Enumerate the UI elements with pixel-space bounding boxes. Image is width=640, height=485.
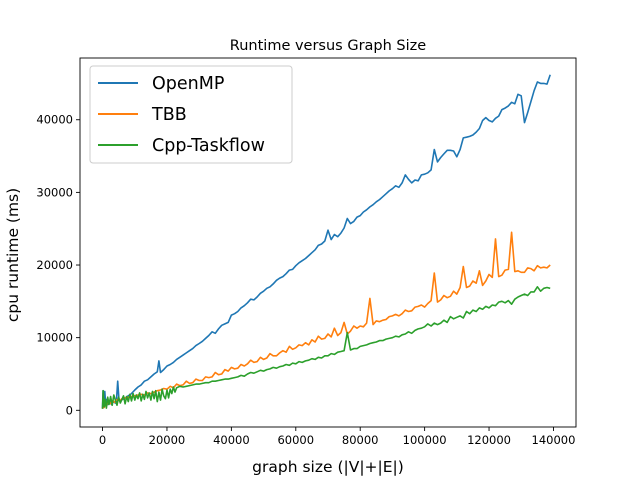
y-axis-label: cpu runtime (ms) <box>4 188 22 322</box>
y-tick-label: 30000 <box>36 185 73 199</box>
y-tick-label: 10000 <box>36 331 73 345</box>
legend-label-cpp-taskflow: Cpp-Taskflow <box>152 136 265 156</box>
y-axis: 0 10000 20000 30000 40000 <box>36 113 80 417</box>
plot-area <box>79 57 577 428</box>
x-tick-label: 40000 <box>213 433 250 447</box>
x-tick-label: 80000 <box>342 433 379 447</box>
series-line-tbb <box>101 231 551 409</box>
x-tick-label: 120000 <box>467 433 511 447</box>
x-tick-label: 0 <box>99 433 106 447</box>
x-tick-label: 140000 <box>532 433 576 447</box>
x-tick-label: 60000 <box>277 433 314 447</box>
plot-frame <box>79 57 577 428</box>
x-axis: 0 20000 40000 60000 80000 100000 120000 140000 <box>99 427 576 447</box>
y-tick-label: 0 <box>66 403 73 417</box>
y-tick-label: 20000 <box>36 258 73 272</box>
legend: OpenMP TBB Cpp-Taskflow <box>89 65 293 164</box>
legend-label-openmp: OpenMP <box>152 74 224 94</box>
chart-title: Runtime versus Graph Size <box>230 38 426 54</box>
x-axis-label: graph size (|V|+|E|) <box>252 458 404 476</box>
y-tick-label: 40000 <box>36 113 73 127</box>
legend-box <box>89 65 293 164</box>
series-line-openmp <box>101 74 551 409</box>
x-tick-label: 100000 <box>403 433 447 447</box>
x-tick-label: 20000 <box>149 433 186 447</box>
legend-label-tbb: TBB <box>151 105 187 125</box>
series-line-cpp-taskflow <box>101 286 551 409</box>
